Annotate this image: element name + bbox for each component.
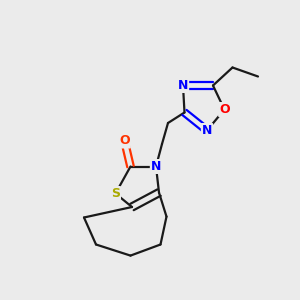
Text: O: O bbox=[219, 103, 230, 116]
Text: S: S bbox=[111, 187, 120, 200]
Text: N: N bbox=[202, 124, 212, 137]
Text: O: O bbox=[119, 134, 130, 148]
Text: N: N bbox=[178, 79, 188, 92]
Text: N: N bbox=[151, 160, 161, 173]
